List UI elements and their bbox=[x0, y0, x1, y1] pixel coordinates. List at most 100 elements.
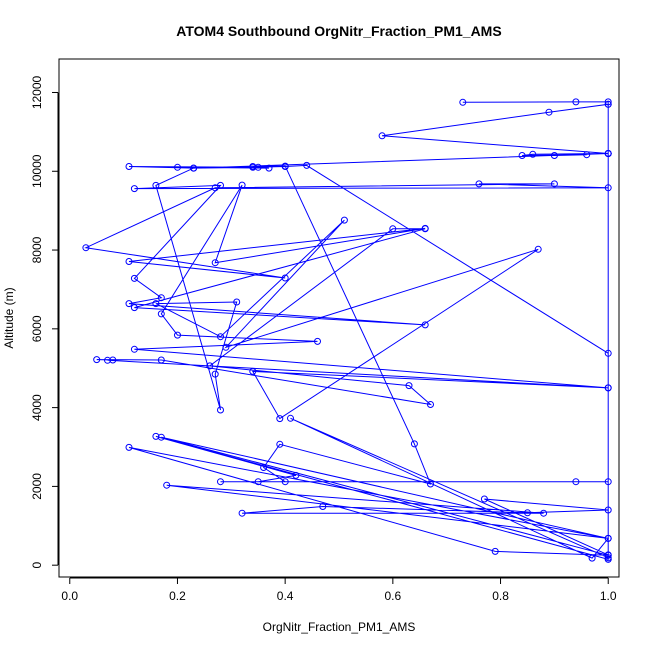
y-tick-label: 12000 bbox=[30, 75, 44, 109]
data-point bbox=[534, 245, 542, 253]
data-point bbox=[249, 163, 257, 170]
data-point bbox=[340, 216, 348, 224]
data-point bbox=[238, 509, 246, 517]
data-point bbox=[211, 370, 219, 378]
data-point bbox=[211, 184, 219, 192]
data-point bbox=[152, 432, 160, 440]
x-tick-label: 0.8 bbox=[492, 589, 509, 603]
data-point bbox=[540, 509, 548, 517]
data-point bbox=[260, 464, 268, 471]
data-point bbox=[157, 356, 165, 364]
data-point bbox=[206, 362, 214, 370]
data-point bbox=[389, 225, 397, 233]
chart-title: ATOM4 Southbound OrgNitr_Fraction_PM1_AM… bbox=[176, 23, 501, 39]
data-point bbox=[604, 555, 612, 563]
data-point bbox=[190, 164, 198, 172]
data-point bbox=[82, 244, 90, 252]
data-point bbox=[217, 478, 224, 486]
x-axis-label: OrgNitr_Fraction_PM1_AMS bbox=[263, 620, 416, 634]
data-point bbox=[163, 481, 171, 489]
data-point bbox=[130, 185, 138, 193]
data-point bbox=[125, 163, 133, 170]
data-point bbox=[281, 274, 289, 282]
data-point bbox=[217, 406, 224, 414]
data-point bbox=[604, 100, 612, 108]
data-point bbox=[233, 298, 241, 306]
data-point bbox=[604, 478, 612, 486]
data-point bbox=[254, 478, 262, 486]
data-point bbox=[604, 384, 612, 392]
data-point bbox=[125, 443, 133, 451]
data-point bbox=[427, 480, 434, 488]
data-point bbox=[276, 415, 284, 423]
x-tick-label: 0.4 bbox=[277, 589, 294, 603]
data-point bbox=[314, 337, 321, 345]
y-tick-label: 6000 bbox=[30, 315, 44, 342]
data-point bbox=[378, 132, 386, 140]
data-point bbox=[130, 345, 138, 353]
data-point bbox=[249, 367, 257, 375]
plot-frame bbox=[58, 58, 620, 578]
data-point bbox=[276, 440, 284, 448]
data-point bbox=[604, 534, 612, 542]
data-point bbox=[130, 274, 138, 282]
data-point bbox=[480, 495, 488, 503]
data-point bbox=[254, 163, 262, 171]
data-point bbox=[550, 152, 558, 159]
data-point bbox=[491, 547, 499, 555]
x-tick-label: 1.0 bbox=[600, 589, 617, 603]
data-point bbox=[104, 356, 111, 364]
data-point bbox=[157, 310, 165, 318]
data-point bbox=[583, 151, 591, 159]
y-axis-label: Altitude (m) bbox=[2, 287, 16, 348]
data-point bbox=[303, 161, 311, 169]
data-point bbox=[211, 259, 219, 267]
series-line bbox=[84, 101, 610, 560]
data-point bbox=[427, 401, 434, 408]
data-point bbox=[604, 551, 612, 559]
data-point bbox=[281, 162, 289, 170]
data-point bbox=[545, 108, 553, 116]
data-point bbox=[604, 150, 612, 157]
data-point bbox=[174, 331, 181, 339]
data-point bbox=[265, 164, 273, 172]
data-point bbox=[238, 181, 246, 189]
data-point bbox=[405, 382, 413, 390]
data-point bbox=[152, 181, 160, 189]
data-point bbox=[319, 503, 327, 510]
data-point bbox=[421, 321, 429, 329]
data-point bbox=[421, 224, 429, 232]
data-point bbox=[604, 349, 612, 357]
data-point bbox=[475, 180, 483, 188]
x-tick-label: 0.2 bbox=[169, 589, 186, 603]
axes: 0.0 0.2 0.4 0.6 0.8 1.0 0 2000 4000 6000 8000 10000… bbox=[30, 75, 617, 603]
data-point bbox=[109, 356, 117, 364]
data-point bbox=[217, 333, 224, 341]
data-point bbox=[157, 433, 165, 441]
data-point bbox=[410, 440, 418, 448]
series-layer bbox=[82, 98, 612, 563]
y-tick-label: 4000 bbox=[30, 394, 44, 421]
y-tick-label: 10000 bbox=[30, 154, 44, 188]
data-point bbox=[157, 294, 165, 302]
data-point bbox=[152, 300, 160, 308]
data-point bbox=[174, 163, 181, 171]
data-point bbox=[292, 471, 300, 479]
data-point bbox=[529, 150, 537, 158]
y-tick-label: 2000 bbox=[30, 473, 44, 500]
data-point bbox=[524, 509, 531, 517]
data-point bbox=[93, 356, 101, 364]
data-point bbox=[572, 478, 580, 486]
data-point bbox=[550, 180, 558, 188]
data-point bbox=[604, 98, 612, 106]
data-point bbox=[604, 184, 612, 192]
data-point bbox=[604, 506, 612, 514]
data-point bbox=[287, 414, 294, 422]
x-tick-label: 0.6 bbox=[385, 589, 402, 603]
data-point bbox=[281, 478, 289, 486]
data-point bbox=[518, 152, 526, 159]
x-tick-label: 0.0 bbox=[61, 589, 78, 603]
data-point bbox=[125, 300, 133, 308]
